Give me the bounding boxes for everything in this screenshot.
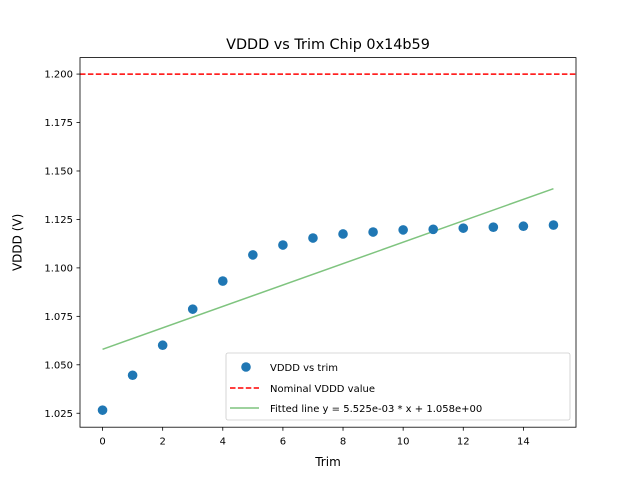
fitted-line bbox=[102, 187, 554, 350]
data-point bbox=[97, 405, 108, 415]
y-tick-label: 1.150 bbox=[44, 167, 73, 178]
y-tick-label: 1.125 bbox=[44, 215, 73, 226]
x-tick-label: 12 bbox=[457, 437, 470, 448]
x-tick-label: 2 bbox=[159, 437, 165, 448]
data-point bbox=[458, 223, 469, 233]
x-tick-label: 14 bbox=[517, 437, 530, 448]
data-point bbox=[308, 233, 318, 243]
y-tick-label: 1.025 bbox=[44, 409, 73, 420]
data-point bbox=[157, 340, 168, 351]
x-tick-label: 4 bbox=[220, 437, 226, 448]
data-point bbox=[368, 227, 378, 237]
data-point bbox=[338, 229, 348, 239]
data-point bbox=[278, 240, 288, 250]
legend-label: VDDD vs trim bbox=[270, 363, 338, 374]
y-tick-label: 1.200 bbox=[44, 70, 73, 81]
y-tick-label: 1.075 bbox=[44, 312, 73, 323]
data-point bbox=[518, 221, 529, 232]
legend-label: Fitted line y = 5.525e-03 * x + 1.058e+0… bbox=[270, 404, 482, 415]
data-point bbox=[187, 304, 198, 314]
clipped-marks bbox=[80, 73, 576, 415]
data-point bbox=[248, 250, 258, 260]
data-point bbox=[217, 276, 228, 286]
x-axis-label: Trim bbox=[314, 455, 341, 469]
y-tick-label: 1.050 bbox=[44, 360, 73, 371]
legend-box bbox=[225, 352, 571, 421]
x-tick-label: 6 bbox=[280, 437, 286, 448]
data-point bbox=[398, 225, 408, 235]
legend: VDDD vs trim Nominal VDDD value Fitted lin… bbox=[225, 352, 571, 421]
x-axis: 0 2 4 6 8 10 12 14 bbox=[99, 427, 530, 448]
data-point bbox=[127, 370, 138, 381]
data-point bbox=[548, 220, 559, 230]
x-tick-label: 0 bbox=[99, 437, 105, 448]
y-tick-label: 1.175 bbox=[44, 118, 73, 129]
y-tick-label: 1.100 bbox=[44, 263, 73, 274]
legend-label: Nominal VDDD value bbox=[270, 384, 375, 395]
plot-area bbox=[80, 73, 576, 415]
chart-title: VDDD vs Trim Chip 0x14b59 bbox=[226, 37, 430, 53]
x-tick-label: 8 bbox=[340, 437, 346, 448]
x-tick-label: 10 bbox=[397, 437, 410, 448]
data-point bbox=[488, 222, 499, 232]
y-axis-label: VDDD (V) bbox=[11, 214, 25, 271]
y-axis: 1.025 1.050 1.075 1.100 1.125 1.150 1.175 1.200 bbox=[44, 70, 80, 420]
data-point bbox=[428, 224, 439, 235]
legend-marker-scatter bbox=[241, 362, 251, 372]
axes-frame bbox=[79, 57, 577, 428]
